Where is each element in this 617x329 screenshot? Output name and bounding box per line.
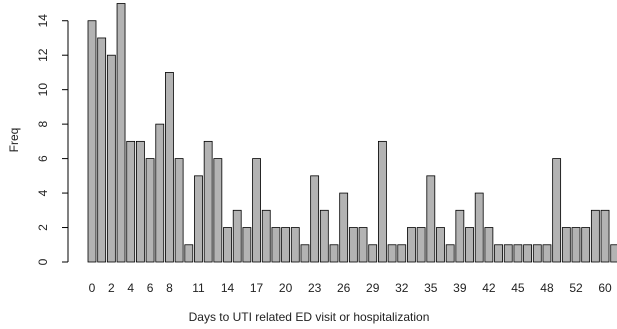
bar <box>561 227 571 263</box>
bar <box>397 244 407 263</box>
bar <box>261 209 271 263</box>
bar <box>97 37 107 263</box>
bar <box>223 227 232 263</box>
bar <box>552 158 562 263</box>
bar <box>474 192 484 263</box>
x-tick-label: 60 <box>598 281 612 295</box>
x-tick-label: 48 <box>540 281 554 295</box>
bar <box>135 140 145 263</box>
x-tick-label: 20 <box>279 281 293 295</box>
bar <box>310 175 320 263</box>
bar <box>329 244 339 263</box>
bar <box>610 244 617 263</box>
bar <box>242 227 252 263</box>
x-tick-label: 0 <box>89 281 96 295</box>
bar <box>465 227 474 263</box>
bar <box>571 227 581 263</box>
y-tick-label: 14 <box>36 14 50 28</box>
y-tick-label: 12 <box>36 48 50 62</box>
bar <box>445 244 455 263</box>
x-tick-label: 32 <box>395 281 409 295</box>
y-tick-label: 8 <box>36 120 50 127</box>
bar <box>513 244 523 263</box>
bar <box>126 140 136 263</box>
bar <box>116 3 126 263</box>
bar <box>271 227 281 263</box>
x-tick-label: 52 <box>569 281 583 295</box>
x-tick-label: 35 <box>424 281 438 295</box>
y-tick-label: 0 <box>36 258 50 265</box>
bar <box>281 227 291 263</box>
bar <box>494 244 503 263</box>
x-axis-label: Days to UTI related ED visit or hospital… <box>189 310 430 324</box>
bar <box>590 209 600 263</box>
bar <box>368 244 378 263</box>
bar <box>203 140 213 263</box>
bar <box>484 227 494 263</box>
bar <box>106 54 116 263</box>
bar <box>387 244 397 263</box>
bar <box>436 227 445 263</box>
bar <box>358 227 368 263</box>
bar <box>300 244 310 263</box>
bar <box>407 227 416 263</box>
x-tick-label: 23 <box>308 281 322 295</box>
bar <box>426 175 436 263</box>
x-tick-label: 42 <box>482 281 496 295</box>
bar <box>542 244 552 263</box>
x-tick-label: 14 <box>221 281 235 295</box>
bar <box>581 227 591 263</box>
bar <box>165 72 174 263</box>
bar <box>290 227 300 263</box>
bar <box>377 140 387 263</box>
x-tick-label: 29 <box>366 281 380 295</box>
bar <box>232 209 242 263</box>
bar <box>455 209 465 263</box>
x-tick-label: 39 <box>453 281 467 295</box>
bar <box>416 227 426 263</box>
x-tick-label: 26 <box>337 281 351 295</box>
bar <box>503 244 513 263</box>
bar <box>87 20 97 263</box>
x-tick-label: 2 <box>108 281 115 295</box>
bar <box>213 158 223 263</box>
y-tick-label: 10 <box>36 83 50 97</box>
x-tick-label: 11 <box>192 281 205 295</box>
bar <box>155 123 165 263</box>
y-tick-label: 2 <box>36 224 50 231</box>
bar <box>174 158 184 263</box>
bar <box>339 192 349 263</box>
bar <box>348 227 358 263</box>
x-tick-label: 17 <box>250 281 264 295</box>
y-tick-label: 4 <box>36 189 50 196</box>
y-tick-label: 6 <box>36 155 50 162</box>
bar <box>319 209 329 263</box>
bar <box>532 244 542 263</box>
bar <box>184 244 194 263</box>
x-tick-label: 45 <box>511 281 525 295</box>
bar <box>252 158 261 263</box>
x-tick-label: 4 <box>127 281 134 295</box>
bar <box>600 209 610 263</box>
x-tick-label: 6 <box>147 281 154 295</box>
x-tick-label: 8 <box>166 281 173 295</box>
y-axis-label: Freq <box>7 128 21 153</box>
bar <box>194 175 203 263</box>
bar <box>145 158 155 263</box>
bar <box>523 244 532 263</box>
